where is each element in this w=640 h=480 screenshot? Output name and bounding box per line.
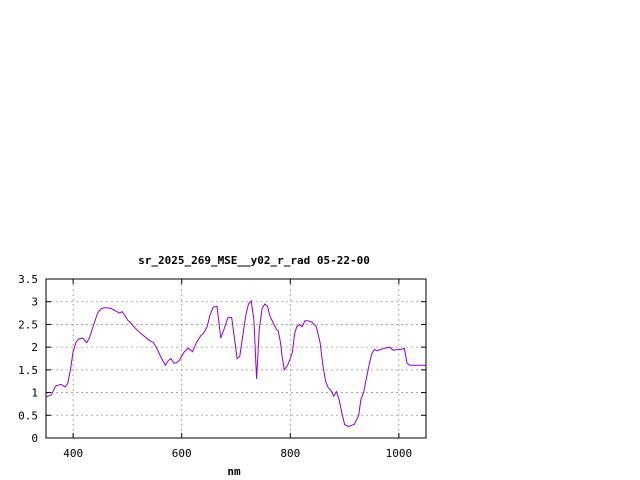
x-tick-label: 600 bbox=[172, 447, 192, 460]
plot-frame bbox=[45, 278, 427, 439]
x-axis-label: nm bbox=[227, 465, 241, 478]
x-axis-ticks: 400 600 800 1000 bbox=[63, 279, 412, 460]
series-layer bbox=[45, 299, 426, 428]
y-axis-ticks: 0 0.5 1 1.5 2 2.5 3 3.5 bbox=[18, 273, 426, 445]
y-tick-label: 0 bbox=[31, 432, 38, 445]
y-tick-label: 3 bbox=[31, 296, 38, 309]
y-tick-label: 2 bbox=[31, 341, 38, 354]
x-tick-label: 400 bbox=[63, 447, 83, 460]
y-tick-label: 1 bbox=[31, 387, 38, 400]
spectrum-series-line bbox=[45, 299, 426, 428]
grid-lines bbox=[46, 279, 426, 438]
x-tick-label: 1000 bbox=[386, 447, 413, 460]
y-tick-label: 2.5 bbox=[18, 318, 38, 331]
x-tick-label: 800 bbox=[280, 447, 300, 460]
chart-title: sr_2025_269_MSE__y02_r_rad 05-22-00 bbox=[138, 254, 370, 267]
y-tick-label: 3.5 bbox=[18, 273, 38, 286]
y-tick-label: 1.5 bbox=[18, 364, 38, 377]
y-tick-label: 0.5 bbox=[18, 409, 38, 422]
